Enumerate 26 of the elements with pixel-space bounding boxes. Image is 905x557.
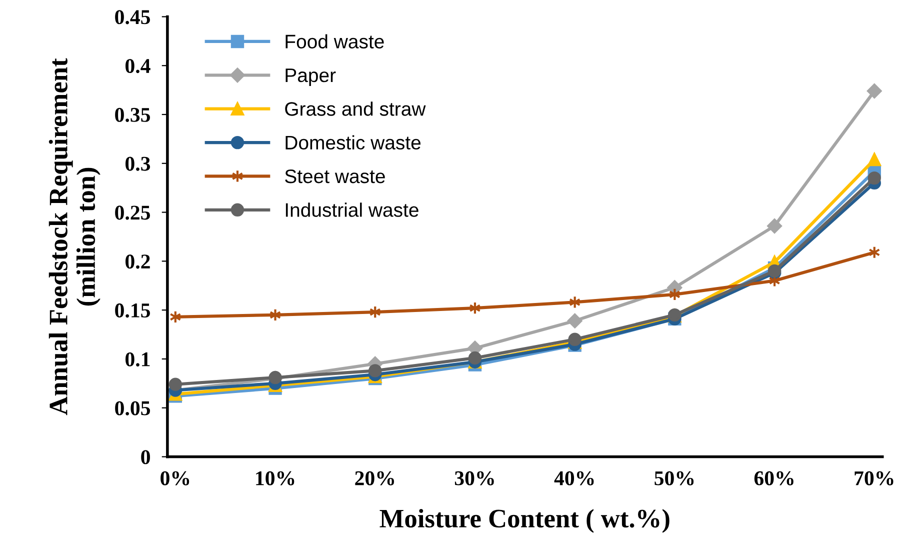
legend-label: Food waste bbox=[286, 34, 384, 48]
legend-label: Steet waste bbox=[285, 169, 385, 184]
x-tick-label: 40% bbox=[554, 471, 594, 486]
x-tick-label: 50% bbox=[654, 471, 694, 486]
y-tick-label: 0.1 bbox=[126, 352, 150, 366]
legend-label: Industrial waste bbox=[286, 202, 418, 217]
x-tick-label: 0% bbox=[160, 471, 190, 486]
y-tick-label: 0.15 bbox=[115, 303, 150, 318]
y-tick-label: 0.25 bbox=[115, 206, 150, 220]
y-axis-title: Annual Feedstock Requirement (million ton) bbox=[48, 58, 100, 416]
y-tick-label: 0.2 bbox=[126, 254, 150, 269]
x-tick-label: 20% bbox=[355, 471, 394, 486]
y-tick-label: 0.05 bbox=[115, 401, 150, 416]
x-tick-label: 10% bbox=[256, 471, 294, 486]
x-tick-label: 70% bbox=[854, 471, 894, 486]
y-tick-label: 0.45 bbox=[115, 10, 150, 24]
y-tick-label: 0 bbox=[141, 450, 150, 464]
x-tick-label: 30% bbox=[454, 471, 494, 486]
x-tick-label: 60% bbox=[754, 471, 794, 486]
legend-label: Grass and straw bbox=[285, 102, 426, 116]
legend-label: Paper bbox=[286, 68, 336, 86]
y-tick-label: 0.35 bbox=[115, 108, 150, 122]
y-tick-label: 0.4 bbox=[126, 58, 150, 74]
x-axis-title: Moisture Content ( wt.%) bbox=[380, 508, 670, 533]
legend-label: Domestic waste bbox=[286, 135, 421, 150]
y-tick-label: 0.3 bbox=[126, 156, 150, 171]
